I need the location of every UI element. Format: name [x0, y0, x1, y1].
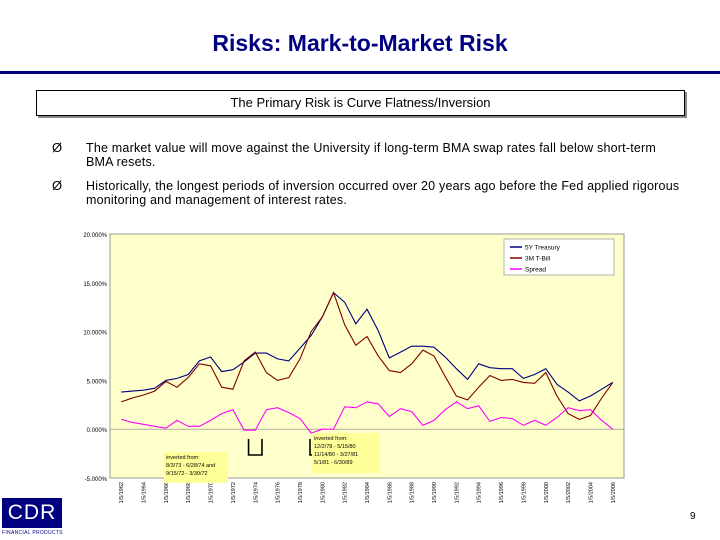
x-tick-label: 1/5/2004 — [588, 482, 594, 503]
x-tick-label: 1/5/1964 — [142, 482, 148, 503]
x-tick-label: 1/5/1972 — [231, 482, 237, 503]
y-tick-label: 0.000% — [87, 428, 108, 434]
y-tick-label: -5.000% — [85, 477, 108, 483]
x-tick-label: 1/5/1994 — [477, 482, 483, 503]
company-logo-subtext: FINANCIAL PRODUCTS — [2, 530, 63, 536]
annotation-text-1: 8/3/73 - 6/28/74 and — [166, 463, 215, 469]
legend-label-1: 5Y Treasury — [525, 245, 561, 252]
x-tick-label: 1/5/1990 — [432, 482, 438, 503]
legend-label-2: 3M T-Bill — [525, 256, 551, 263]
page-number: 9 — [690, 511, 696, 522]
x-tick-label: 1/5/1966 — [164, 482, 170, 503]
legend-label-3: Spread — [525, 267, 546, 274]
y-tick-label: 20.000% — [83, 233, 107, 239]
x-tick-label: 1/5/1978 — [298, 482, 304, 503]
bullet-text-1: The market value will move against the U… — [86, 141, 657, 169]
annotation-text-2: 5/1/81 - 6/30/89 — [314, 460, 353, 466]
annotation-text-1: 9/15/72 - 3/30/72 — [166, 471, 208, 477]
arrow-bullet-icon: Ø — [52, 140, 63, 155]
x-tick-label: 1/5/2006 — [611, 482, 617, 503]
x-tick-label: 1/5/1984 — [365, 482, 371, 503]
headline-banner: The Primary Risk is Curve Flatness/Inver… — [36, 90, 685, 116]
x-tick-label: 1/5/2000 — [544, 482, 550, 503]
company-logo: CDR — [2, 498, 62, 528]
x-tick-label: 1/5/1980 — [320, 482, 326, 503]
annotation-text-2: 11/14/80 - 3/27/81 — [314, 452, 358, 458]
title-rule — [0, 71, 720, 74]
inversion-bracket-1 — [247, 439, 263, 456]
x-tick-label: 1/5/1982 — [343, 482, 349, 503]
annotation-text-2: inverted from: — [314, 436, 348, 442]
y-tick-label: 5.000% — [87, 379, 108, 385]
rates-chart: 20.000% 15.000% 10.000% 5.000% 0.000% -5.000%… — [83, 233, 625, 503]
arrow-bullet-icon: Ø — [52, 178, 63, 193]
x-tick-label: 1/5/1998 — [521, 482, 527, 503]
x-tick-label: 1/5/1970 — [209, 482, 215, 503]
series-line-2 — [121, 291, 614, 420]
y-tick-label: 10.000% — [83, 331, 107, 337]
legend-box — [503, 238, 615, 276]
annotation-box-1 — [164, 452, 228, 483]
x-tick-label: 1/5/1974 — [253, 482, 259, 503]
x-tick-label: 1/5/1962 — [119, 482, 125, 503]
series-line-1 — [121, 291, 614, 402]
x-tick-label: 1/5/1996 — [499, 482, 505, 503]
x-tick-label: 1/5/1988 — [410, 482, 416, 503]
y-tick-label: 15.000% — [83, 282, 107, 288]
x-tick-label: 1/5/1992 — [454, 482, 460, 503]
x-tick-label: 1/5/1976 — [276, 482, 282, 503]
slide-title: Risks: Mark-to-Market Risk — [212, 30, 508, 56]
annotation-text-1: inverted from: — [166, 455, 200, 461]
x-tick-label: 1/5/2002 — [566, 482, 572, 503]
series-line-3 — [121, 401, 614, 434]
bullet-text-2: Historically, the longest periods of inv… — [86, 179, 680, 207]
x-tick-label: 1/5/1968 — [186, 482, 192, 503]
annotation-box-2 — [312, 433, 380, 473]
x-tick-label: 1/5/1986 — [387, 482, 393, 503]
annotation-text-2: 12/2/78 - 5/15/80 — [314, 444, 356, 450]
